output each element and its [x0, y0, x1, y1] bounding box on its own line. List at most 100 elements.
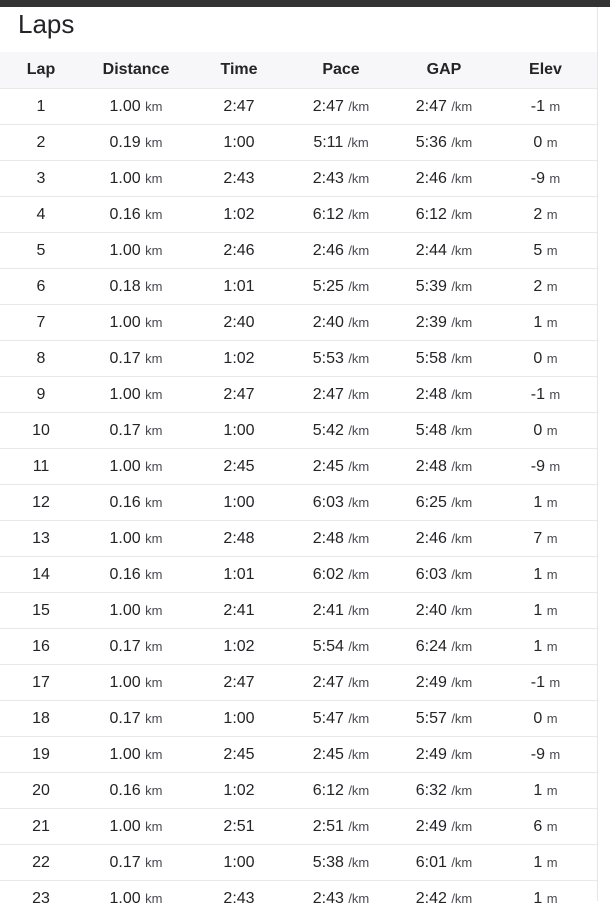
cell-time: 2:40 [190, 305, 288, 341]
cell-time: 1:00 [190, 845, 288, 881]
pace-value: 6:12 [313, 206, 344, 223]
pace-unit: /km [348, 351, 369, 366]
time-value: 2:46 [223, 242, 254, 259]
column-header-time[interactable]: Time [190, 52, 288, 89]
cell-gap: 2:48 /km [394, 377, 494, 413]
distance-unit: km [145, 495, 162, 510]
cell-elev: 2 m [494, 269, 597, 305]
pace-value: 2:51 [313, 818, 344, 835]
pace-value: 5:47 [313, 710, 344, 727]
elev-value: 0 [533, 422, 542, 439]
cell-lap: 9 [0, 377, 82, 413]
cell-distance: 0.17 km [82, 341, 190, 377]
time-value: 2:51 [223, 818, 254, 835]
lap-value: 8 [37, 350, 46, 367]
cell-pace: 2:40 /km [288, 305, 394, 341]
cell-lap: 16 [0, 629, 82, 665]
gap-unit: /km [451, 315, 472, 330]
cell-elev: 1 m [494, 593, 597, 629]
cell-distance: 1.00 km [82, 233, 190, 269]
pace-unit: /km [348, 387, 369, 402]
column-header-lap[interactable]: Lap [0, 52, 82, 89]
cell-lap: 20 [0, 773, 82, 809]
column-header-pace[interactable]: Pace [288, 52, 394, 89]
distance-unit: km [145, 423, 162, 438]
distance-unit: km [145, 531, 162, 546]
cell-pace: 6:03 /km [288, 485, 394, 521]
cell-lap: 12 [0, 485, 82, 521]
cell-lap: 5 [0, 233, 82, 269]
cell-gap: 6:24 /km [394, 629, 494, 665]
cell-elev: 1 m [494, 485, 597, 521]
lap-value: 15 [32, 602, 50, 619]
elev-value: 1 [533, 782, 542, 799]
distance-value: 1.00 [110, 746, 141, 763]
pace-unit: /km [348, 567, 369, 582]
time-value: 1:00 [223, 494, 254, 511]
cell-gap: 6:25 /km [394, 485, 494, 521]
distance-unit: km [145, 351, 162, 366]
lap-value: 13 [32, 530, 50, 547]
lap-value: 16 [32, 638, 50, 655]
pace-value: 5:42 [313, 422, 344, 439]
time-value: 1:02 [223, 206, 254, 223]
cell-lap: 1 [0, 89, 82, 125]
cell-time: 1:00 [190, 125, 288, 161]
cell-time: 1:01 [190, 557, 288, 593]
column-header-elev[interactable]: Elev [494, 52, 597, 89]
elev-unit: m [547, 567, 558, 582]
elev-value: -9 [531, 170, 545, 187]
column-header-distance[interactable]: Distance [82, 52, 190, 89]
distance-value: 0.18 [110, 278, 141, 295]
cell-elev: 0 m [494, 413, 597, 449]
time-value: 1:01 [223, 566, 254, 583]
cell-gap: 2:44 /km [394, 233, 494, 269]
cell-lap: 11 [0, 449, 82, 485]
pace-value: 2:47 [313, 98, 344, 115]
cell-pace: 2:47 /km [288, 665, 394, 701]
gap-unit: /km [451, 567, 472, 582]
gap-unit: /km [451, 819, 472, 834]
gap-unit: /km [451, 99, 472, 114]
lap-value: 20 [32, 782, 50, 799]
distance-value: 1.00 [110, 530, 141, 547]
column-header-gap[interactable]: GAP [394, 52, 494, 89]
gap-unit: /km [451, 459, 472, 474]
cell-gap: 2:47 /km [394, 89, 494, 125]
time-value: 1:02 [223, 638, 254, 655]
cell-lap: 15 [0, 593, 82, 629]
cell-gap: 6:03 /km [394, 557, 494, 593]
cell-elev: -1 m [494, 377, 597, 413]
pace-unit: /km [348, 855, 369, 870]
cell-lap: 17 [0, 665, 82, 701]
cell-lap: 14 [0, 557, 82, 593]
cell-elev: 1 m [494, 773, 597, 809]
elev-value: 1 [533, 314, 542, 331]
elev-value: 0 [533, 134, 542, 151]
lap-value: 6 [37, 278, 46, 295]
cell-time: 2:43 [190, 881, 288, 916]
